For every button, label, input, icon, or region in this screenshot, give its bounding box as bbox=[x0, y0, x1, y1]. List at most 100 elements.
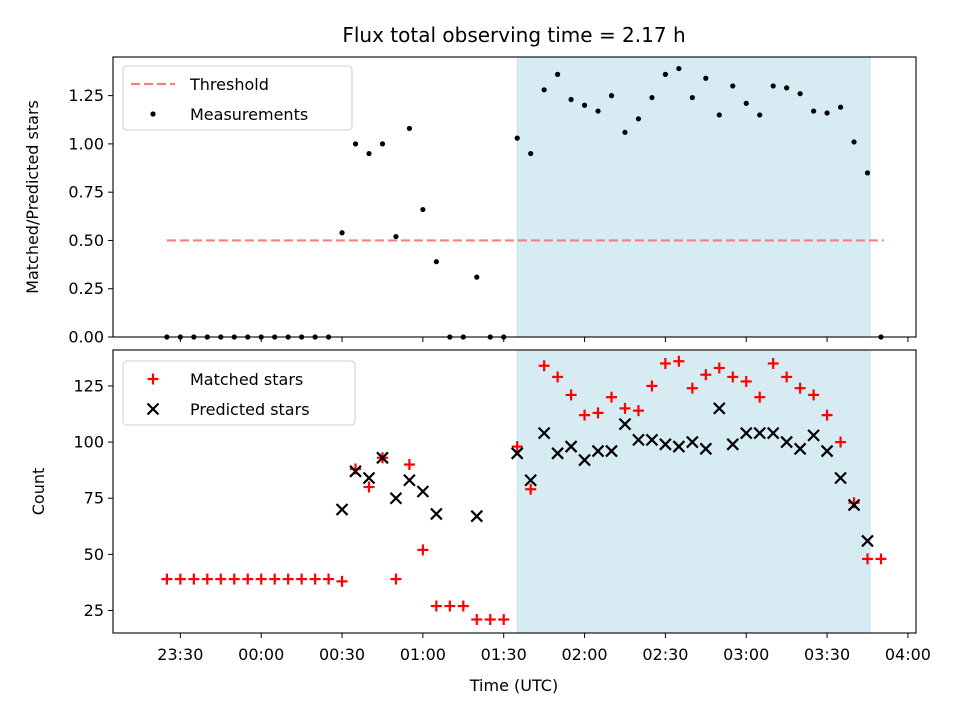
bottom-xtick-label: 04:00 bbox=[885, 645, 931, 664]
matched-star-point bbox=[646, 380, 658, 392]
top-legend: Threshold Measurements bbox=[122, 65, 353, 131]
measurement-point bbox=[649, 94, 655, 101]
observing-window-shade-bottom bbox=[516, 349, 871, 634]
measurement-point bbox=[837, 104, 844, 110]
matched-star-point bbox=[673, 355, 685, 367]
measurement-point bbox=[622, 129, 628, 135]
x-axis-label: Time (UTC) bbox=[469, 676, 558, 695]
predicted-star-point bbox=[780, 435, 793, 449]
matched-star-point bbox=[188, 573, 200, 585]
predicted-star-point bbox=[335, 503, 349, 516]
matched-star-point bbox=[201, 573, 213, 585]
predicted-star-point bbox=[847, 498, 861, 512]
predicted-star-point bbox=[591, 444, 605, 458]
predicted-star-point bbox=[618, 417, 632, 431]
predicted-star-point bbox=[376, 451, 389, 465]
matched-star-point bbox=[498, 614, 510, 626]
matched-star-point bbox=[228, 573, 240, 585]
predicted-star-point bbox=[820, 444, 834, 458]
measurement-point bbox=[824, 110, 830, 116]
matched-star-point bbox=[255, 573, 267, 585]
matched-star-point bbox=[457, 600, 469, 612]
measurement-point bbox=[662, 71, 668, 77]
measurement-point bbox=[811, 108, 817, 114]
bottom-y-axis-ticks: 25 50 75 100 125 bbox=[73, 376, 113, 620]
measurement-point bbox=[608, 93, 615, 99]
panel-bottom: 25 50 75 100 125 23:30 00:00 00:30 01:00 01:30 02… bbox=[29, 349, 931, 695]
legend-measurements-swatch bbox=[150, 111, 156, 117]
matched-star-point bbox=[215, 573, 227, 585]
predicted-star-point bbox=[389, 491, 403, 505]
matched-star-point bbox=[821, 409, 833, 421]
matched-star-point bbox=[632, 405, 644, 417]
predicted-star-point bbox=[362, 471, 376, 485]
bottom-xtick-label: 02:30 bbox=[642, 645, 688, 664]
predicted-star-point bbox=[713, 402, 726, 415]
matched-star-point bbox=[471, 614, 483, 626]
measurement-point bbox=[676, 65, 682, 72]
measurement-point bbox=[851, 139, 857, 145]
predicted-star-point bbox=[659, 438, 672, 451]
legend-matched-label: Matched stars bbox=[190, 370, 303, 389]
measurement-point bbox=[339, 230, 345, 236]
top-axes-frame bbox=[112, 56, 917, 338]
predicted-star-point bbox=[645, 433, 659, 447]
top-legend-box bbox=[122, 65, 353, 131]
measurement-point bbox=[393, 233, 399, 240]
bottom-xtick-label: 03:00 bbox=[723, 645, 769, 664]
predicted-star-point bbox=[470, 509, 484, 523]
matched-star-point bbox=[606, 391, 618, 403]
bottom-xtick-label: 23:30 bbox=[157, 645, 203, 664]
top-ytick-label: 0.00 bbox=[68, 328, 104, 347]
matched-star-point bbox=[794, 382, 806, 394]
predicted-star-point bbox=[807, 429, 820, 442]
measurement-point bbox=[433, 259, 439, 265]
measurement-point bbox=[581, 102, 588, 108]
predicted-star-point bbox=[766, 426, 780, 440]
measurement-point bbox=[716, 112, 722, 118]
bottom-xtick-label: 00:30 bbox=[319, 645, 365, 664]
predicted-star-point bbox=[510, 447, 524, 460]
measurement-point bbox=[366, 150, 372, 157]
matched-star-point bbox=[430, 600, 442, 612]
predicted-star-point bbox=[672, 440, 686, 453]
predicted-star-point bbox=[416, 485, 430, 498]
legend-predicted-marker bbox=[146, 402, 160, 416]
measurement-point bbox=[784, 85, 790, 91]
measurement-point bbox=[703, 75, 709, 81]
bottom-ytick-label: 100 bbox=[73, 433, 104, 452]
matched-star-point bbox=[242, 573, 254, 585]
top-ytick-label: 1.00 bbox=[68, 134, 104, 153]
measurement-point bbox=[635, 116, 642, 122]
matched-star-point bbox=[174, 573, 186, 585]
predicted-star-point bbox=[605, 444, 618, 458]
bottom-legend-box bbox=[122, 360, 356, 426]
bottom-xtick-label: 03:30 bbox=[804, 645, 850, 664]
matched-star-point bbox=[161, 573, 173, 585]
bottom-xtick-label: 00:00 bbox=[238, 645, 284, 664]
predicted-star-point bbox=[564, 440, 578, 453]
legend-threshold-label: Threshold bbox=[189, 75, 269, 94]
top-ytick-label: 1.25 bbox=[68, 86, 104, 105]
measurement-point bbox=[379, 141, 386, 147]
matched-star-point bbox=[619, 402, 631, 414]
predicted-star-point bbox=[726, 438, 740, 451]
matched-star-point bbox=[727, 371, 739, 383]
matched-star-point bbox=[861, 553, 873, 565]
matched-star-point bbox=[875, 553, 887, 565]
predicted-star-point bbox=[403, 473, 416, 487]
predicted-star-point bbox=[632, 433, 645, 447]
bottom-ytick-label: 50 bbox=[84, 545, 104, 564]
panel-top: 0.00 0.25 0.50 0.75 1.00 1.25 Matched/Predict… bbox=[23, 56, 917, 347]
matched-star-point bbox=[390, 573, 402, 585]
measurement-point bbox=[406, 125, 413, 132]
predicted-star-point bbox=[699, 442, 713, 456]
bottom-xtick-label: 01:00 bbox=[400, 645, 446, 664]
matched-star-point bbox=[659, 357, 671, 369]
matched-star-point bbox=[538, 360, 550, 372]
matched-star-point bbox=[363, 481, 375, 493]
measurement-point bbox=[555, 71, 561, 77]
matched-star-point bbox=[444, 600, 456, 612]
predicted-star-point bbox=[834, 471, 847, 485]
measurement-point bbox=[568, 96, 574, 103]
